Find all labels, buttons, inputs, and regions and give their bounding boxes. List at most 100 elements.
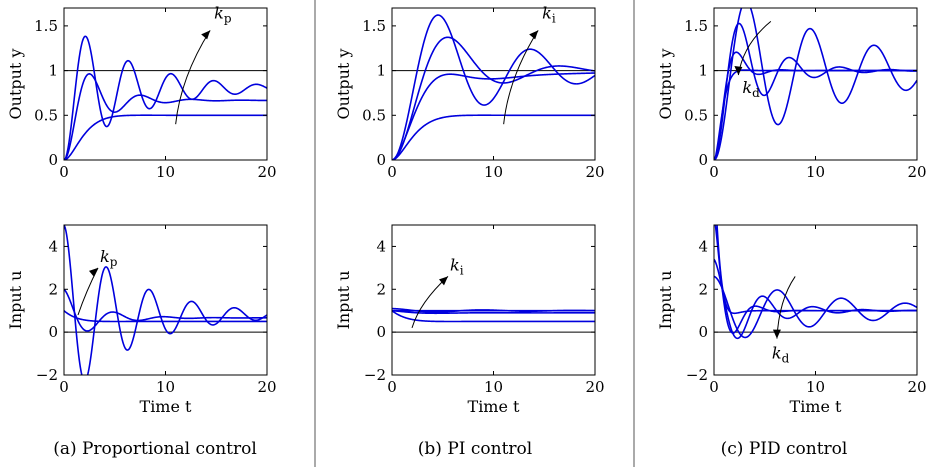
- series-line-3: [714, 51, 917, 160]
- x-tick-label: 0: [387, 378, 397, 396]
- annotation-label: ki: [450, 255, 464, 277]
- series-line-2: [64, 288, 267, 332]
- arrowhead-icon: [439, 276, 448, 286]
- x-tick-label: 10: [806, 378, 825, 396]
- series-line-3: [64, 225, 267, 375]
- plot-frame: [713, 224, 918, 376]
- series-line-2: [64, 73, 267, 160]
- x-axis-label: Time t: [140, 397, 193, 416]
- series-line-4: [392, 307, 595, 313]
- chart-c-top: 0 10 20 0 0.5 1 1.5 Output y kd: [656, 7, 927, 181]
- x-tick-label: 20: [907, 163, 926, 181]
- series-line-2: [392, 72, 595, 160]
- annotation-arc: [175, 30, 211, 125]
- annotation-ki: ki: [503, 3, 556, 125]
- y-tick-label: 0: [376, 151, 386, 169]
- series-line-1: [714, 275, 917, 339]
- y-tick-label: −2: [686, 366, 708, 384]
- y-tick-label: 1.5: [34, 17, 58, 35]
- series-line-1: [64, 114, 267, 160]
- x-tick-label: 0: [709, 378, 719, 396]
- plot-frame: [63, 224, 268, 376]
- series-line-1: [714, 8, 917, 160]
- x-tick-label: 0: [59, 378, 69, 396]
- x-tick-label: 20: [585, 378, 604, 396]
- x-tick-label: 10: [484, 378, 503, 396]
- y-axis-label: Output y: [656, 49, 675, 120]
- series-line-2: [714, 258, 917, 340]
- x-tick-label: 20: [257, 163, 276, 181]
- y-tick-label: 0: [48, 151, 58, 169]
- annotation-kd: kd: [734, 21, 772, 100]
- y-tick-label: 1: [376, 62, 386, 80]
- annotation-kp: kp: [77, 247, 118, 316]
- annotation-arc: [503, 30, 539, 125]
- annotation-ki: ki: [411, 255, 464, 329]
- x-tick-label: 10: [806, 163, 825, 181]
- series-line-4: [714, 69, 917, 160]
- annotation-kp: kp: [175, 3, 232, 125]
- x-tick-label: 0: [59, 163, 69, 181]
- annotation-label: kp: [100, 247, 118, 269]
- y-tick-label: 2: [376, 280, 386, 298]
- arrowhead-icon: [201, 30, 211, 40]
- y-tick-label: 0: [698, 151, 708, 169]
- x-tick-label: 20: [585, 163, 604, 181]
- y-tick-label: 4: [48, 237, 58, 255]
- x-tick-label: 0: [387, 163, 397, 181]
- y-axis-label: Output y: [334, 49, 353, 120]
- y-tick-label: 1: [698, 62, 708, 80]
- y-tick-label: 0.5: [362, 106, 386, 124]
- x-tick-label: 10: [484, 163, 503, 181]
- x-tick-label: 10: [156, 163, 175, 181]
- y-tick-label: 0: [376, 323, 386, 341]
- arrowhead-icon: [529, 30, 539, 40]
- y-tick-label: 1.5: [362, 17, 386, 35]
- x-axis-label: Time t: [468, 397, 521, 416]
- x-tick-label: 20: [257, 378, 276, 396]
- y-tick-label: 1.5: [684, 17, 708, 35]
- chart-b-top: 0 10 20 0 0.5 1 1.5 Output y ki: [334, 3, 605, 181]
- series-line-2: [392, 309, 595, 315]
- y-axis-label: Input u: [656, 271, 675, 330]
- series-line-4: [716, 225, 917, 315]
- y-tick-label: 2: [48, 280, 58, 298]
- arrowhead-icon: [772, 329, 781, 339]
- x-tick-label: 10: [156, 378, 175, 396]
- series-line-4: [392, 14, 595, 160]
- caption-c: (c) PID control: [721, 439, 848, 459]
- annotation-label: ki: [542, 3, 556, 25]
- annotation-label: kd: [742, 78, 760, 100]
- annotation-label: kd: [772, 344, 790, 366]
- series-line-3: [714, 225, 917, 334]
- y-axis-label: Input u: [334, 271, 353, 330]
- y-tick-label: −2: [36, 366, 58, 384]
- series-line-1: [64, 310, 267, 323]
- arrowhead-icon: [89, 267, 98, 277]
- x-tick-label: 0: [709, 163, 719, 181]
- plot-frame: [391, 7, 596, 161]
- series-line-1: [392, 310, 595, 323]
- y-tick-label: 4: [376, 237, 386, 255]
- series-line-3: [392, 36, 595, 160]
- series-line-1: [392, 114, 595, 160]
- y-tick-label: 1: [48, 62, 58, 80]
- y-tick-label: −2: [364, 366, 386, 384]
- y-tick-label: 0: [698, 323, 708, 341]
- annotation-arc: [77, 267, 99, 316]
- caption-a: (a) Proportional control: [53, 439, 257, 459]
- y-tick-label: 4: [698, 237, 708, 255]
- plot-frame: [391, 224, 596, 376]
- y-tick-label: 0: [48, 323, 58, 341]
- y-axis-label: Output y: [6, 49, 25, 120]
- x-axis-label: Time t: [790, 397, 843, 416]
- x-tick-label: 20: [907, 378, 926, 396]
- y-tick-label: 0.5: [34, 106, 58, 124]
- chart-a-top: 0 10 20 0 0.5 1 1.5 Output y kp: [6, 3, 277, 181]
- arrowhead-icon: [734, 66, 743, 76]
